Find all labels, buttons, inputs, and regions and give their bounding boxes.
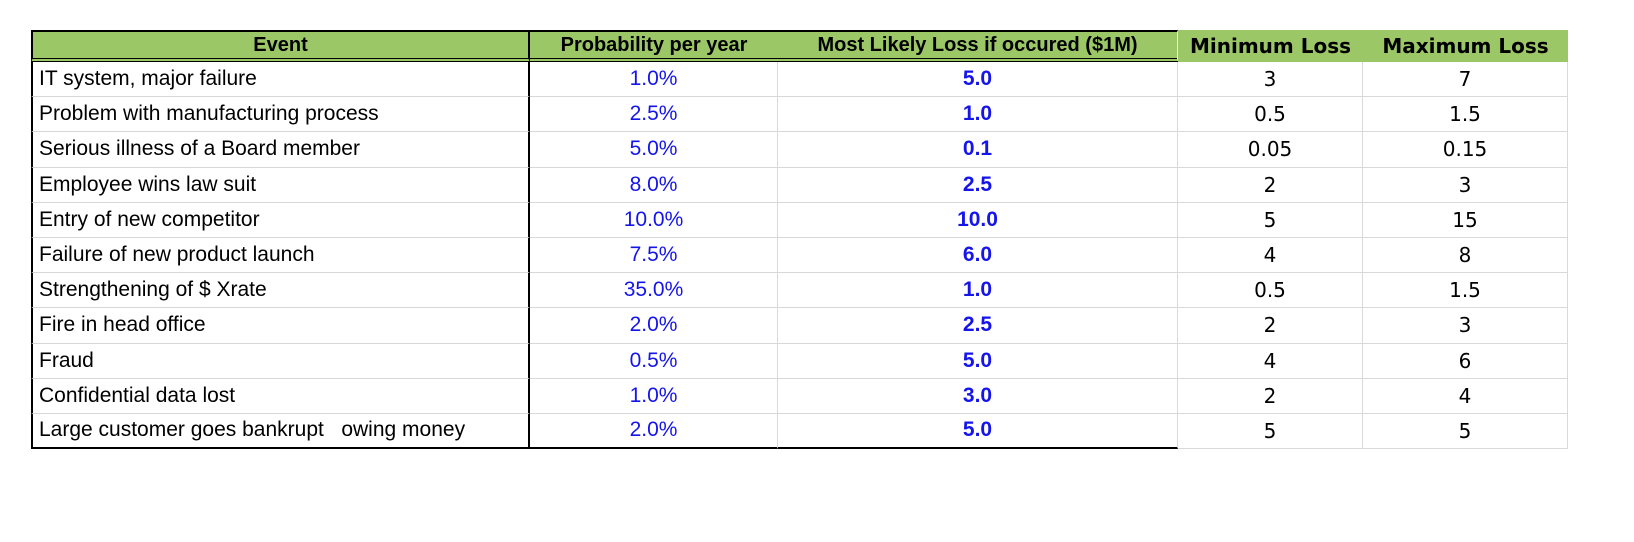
- cell-probability[interactable]: 5.0%: [530, 132, 778, 168]
- cell-max_loss[interactable]: 3: [1363, 167, 1568, 203]
- cell-probability[interactable]: 10.0%: [530, 202, 778, 238]
- cell-min_loss[interactable]: 5: [1178, 202, 1363, 238]
- cell-probability[interactable]: 1.0%: [530, 62, 778, 98]
- cell-event[interactable]: Fire in head office: [31, 308, 530, 344]
- cell-event[interactable]: Confidential data lost: [31, 378, 530, 414]
- column-header-event[interactable]: Event: [31, 30, 530, 62]
- column-header-probability[interactable]: Probability per year: [530, 30, 778, 62]
- cell-most_likely[interactable]: 6.0: [778, 237, 1178, 274]
- cell-most_likely[interactable]: 1.0: [778, 273, 1178, 309]
- cell-most_likely[interactable]: 3.0: [778, 378, 1178, 414]
- cell-min_loss[interactable]: 0.05: [1178, 132, 1363, 168]
- cell-min_loss[interactable]: 4: [1178, 237, 1363, 274]
- cell-probability[interactable]: 2.0%: [530, 413, 778, 450]
- cell-probability[interactable]: 35.0%: [530, 273, 778, 309]
- cell-max_loss[interactable]: 4: [1363, 378, 1568, 414]
- column-header-minimum-loss[interactable]: Minimum Loss: [1178, 30, 1363, 62]
- cell-event[interactable]: Failure of new product launch: [31, 237, 530, 274]
- cell-most_likely[interactable]: 10.0: [778, 202, 1178, 238]
- cell-max_loss[interactable]: 1.5: [1363, 97, 1568, 133]
- cell-max_loss[interactable]: 0.15: [1363, 132, 1568, 168]
- cell-probability[interactable]: 8.0%: [530, 167, 778, 203]
- cell-most_likely[interactable]: 0.1: [778, 132, 1178, 168]
- cell-probability[interactable]: 2.5%: [530, 97, 778, 133]
- cell-min_loss[interactable]: 2: [1178, 378, 1363, 414]
- cell-max_loss[interactable]: 15: [1363, 202, 1568, 238]
- cell-min_loss[interactable]: 2: [1178, 167, 1363, 203]
- cell-min_loss[interactable]: 0.5: [1178, 273, 1363, 309]
- risk-register-table: Event Probability per year Most Likely L…: [31, 30, 1568, 450]
- cell-max_loss[interactable]: 6: [1363, 343, 1568, 379]
- cell-probability[interactable]: 1.0%: [530, 378, 778, 414]
- cell-min_loss[interactable]: 0.5: [1178, 97, 1363, 133]
- cell-event[interactable]: IT system, major failure: [31, 62, 530, 98]
- cell-probability[interactable]: 7.5%: [530, 237, 778, 274]
- cell-most_likely[interactable]: 5.0: [778, 62, 1178, 98]
- cell-most_likely[interactable]: 5.0: [778, 413, 1178, 450]
- cell-max_loss[interactable]: 8: [1363, 237, 1568, 274]
- cell-min_loss[interactable]: 3: [1178, 62, 1363, 98]
- cell-event[interactable]: Fraud: [31, 343, 530, 379]
- cell-event[interactable]: Strengthening of $ Xrate: [31, 273, 530, 309]
- cell-max_loss[interactable]: 5: [1363, 413, 1568, 450]
- cell-most_likely[interactable]: 1.0: [778, 97, 1178, 133]
- cell-event[interactable]: Employee wins law suit: [31, 167, 530, 203]
- cell-most_likely[interactable]: 2.5: [778, 308, 1178, 344]
- cell-probability[interactable]: 0.5%: [530, 343, 778, 379]
- cell-max_loss[interactable]: 3: [1363, 308, 1568, 344]
- column-header-most-likely-loss[interactable]: Most Likely Loss if occured ($1M): [778, 30, 1178, 62]
- cell-min_loss[interactable]: 4: [1178, 343, 1363, 379]
- cell-event[interactable]: Large customer goes bankrupt owing money: [31, 413, 530, 450]
- cell-min_loss[interactable]: 5: [1178, 413, 1363, 450]
- column-header-maximum-loss[interactable]: Maximum Loss: [1363, 30, 1568, 62]
- cell-probability[interactable]: 2.0%: [530, 308, 778, 344]
- cell-most_likely[interactable]: 5.0: [778, 343, 1178, 379]
- cell-max_loss[interactable]: 7: [1363, 62, 1568, 98]
- cell-event[interactable]: Entry of new competitor: [31, 202, 530, 238]
- cell-event[interactable]: Problem with manufacturing process: [31, 97, 530, 133]
- cell-min_loss[interactable]: 2: [1178, 308, 1363, 344]
- cell-most_likely[interactable]: 2.5: [778, 167, 1178, 203]
- cell-event[interactable]: Serious illness of a Board member: [31, 132, 530, 168]
- cell-max_loss[interactable]: 1.5: [1363, 273, 1568, 309]
